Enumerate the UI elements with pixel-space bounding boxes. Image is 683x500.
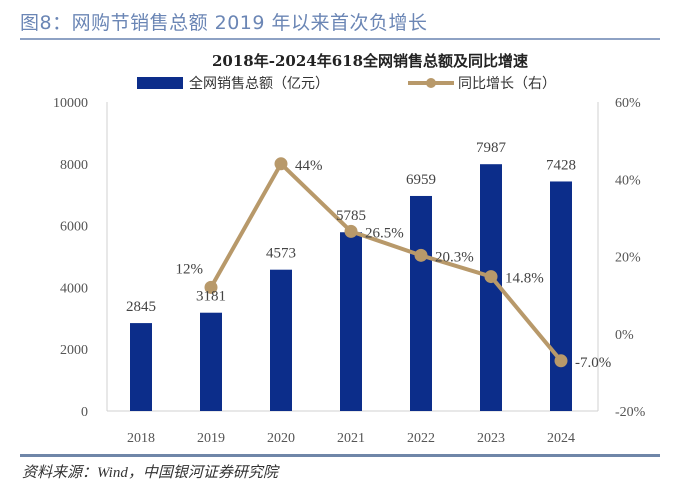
legend-line-label: 同比增长（右） — [458, 76, 556, 92]
bar-value-label: 7987 — [476, 140, 507, 156]
legend-bar-label: 全网销售总额（亿元） — [189, 75, 329, 92]
bar — [270, 269, 292, 411]
growth-value-label: -7.0% — [575, 355, 611, 371]
chart-title: 2018年-2024年618全网销售总额及同比增速 — [212, 52, 528, 70]
growth-line — [209, 161, 563, 363]
x-tick-label: 2024 — [547, 431, 575, 446]
y-right-tick-label: 0% — [615, 328, 634, 343]
bar — [130, 323, 152, 411]
legend: 全网销售总额（亿元） 同比增长（右） — [137, 75, 556, 92]
legend-line-marker — [426, 78, 436, 88]
x-tick-label: 2023 — [477, 431, 505, 446]
y-left-tick-label: 0 — [81, 405, 88, 420]
x-tick-label: 2020 — [267, 431, 295, 446]
y-right-tick-label: 60% — [615, 96, 641, 111]
growth-marker — [554, 354, 568, 368]
x-tick-label: 2021 — [337, 431, 365, 446]
bar-value-label: 5785 — [336, 208, 366, 224]
bar — [200, 312, 222, 411]
growth-marker — [344, 224, 358, 238]
y-right-tick-label: -20% — [615, 405, 646, 420]
line-series — [204, 157, 568, 368]
bar — [340, 232, 362, 411]
y-left-tick-label: 8000 — [60, 158, 88, 173]
bar-value-label: 7428 — [546, 157, 576, 173]
source-note: 资料来源：Wind，中国银河证券研究院 — [22, 465, 278, 481]
figure-title: 图8：网购节销售总额 2019 年以来首次负增长 — [20, 12, 428, 34]
y-left-tick-label: 4000 — [60, 281, 88, 296]
data-labels: 2845 3181 4573 5785 6959 7987 7428 12% 44% 26.5% 2… — [126, 140, 611, 371]
y-right-tick-label: 20% — [615, 251, 641, 266]
growth-value-label: 44% — [295, 158, 323, 174]
bar — [480, 164, 502, 411]
y-left-tick-label: 10000 — [53, 96, 88, 111]
legend-bar-swatch — [137, 77, 183, 89]
growth-value-label: 26.5% — [365, 225, 404, 241]
bar-value-label: 4573 — [266, 246, 296, 262]
bar — [410, 195, 432, 411]
bar-series — [130, 164, 572, 411]
bar-value-label: 2845 — [126, 299, 156, 315]
bar-value-label: 3181 — [196, 289, 226, 305]
growth-marker — [204, 280, 218, 294]
axes: 0 2000 4000 6000 8000 10000 -20% 0% 20% 40% 60% 201… — [53, 96, 646, 446]
y-left-tick-label: 2000 — [60, 343, 88, 358]
x-tick-label: 2019 — [197, 431, 225, 446]
growth-value-label: 14.8% — [505, 271, 544, 287]
growth-value-label: 20.3% — [435, 249, 474, 265]
y-left-tick-label: 6000 — [60, 220, 88, 235]
bar — [550, 181, 572, 411]
x-tick-label: 2018 — [127, 431, 155, 446]
y-right-tick-label: 40% — [615, 173, 641, 188]
x-tick-label: 2022 — [407, 431, 435, 446]
growth-marker — [274, 157, 288, 171]
source-rule — [20, 454, 660, 457]
growth-value-label: 12% — [176, 261, 204, 277]
title-rule — [20, 38, 660, 40]
growth-marker — [414, 248, 428, 262]
bar-value-label: 6959 — [406, 172, 436, 188]
growth-marker — [484, 270, 498, 284]
